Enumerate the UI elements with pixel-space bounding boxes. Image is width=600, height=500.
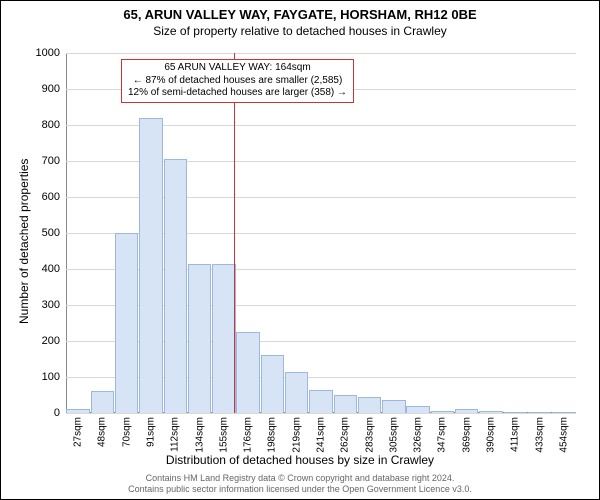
- xtick-label: 48sqm: [97, 413, 108, 447]
- xtick-label: 91sqm: [146, 413, 157, 447]
- xtick-label: 369sqm: [461, 413, 472, 453]
- annotation-line: 12% of semi-detached houses are larger (…: [128, 87, 347, 100]
- xtick-label: 347sqm: [437, 413, 448, 453]
- xtick-label: 27sqm: [73, 413, 84, 447]
- footer-line-1: Contains HM Land Registry data © Crown c…: [1, 473, 599, 484]
- bar: [285, 372, 308, 413]
- xtick-label: 112sqm: [170, 413, 181, 452]
- bar: [406, 406, 429, 413]
- xtick-label: 454sqm: [558, 413, 569, 453]
- xtick-label: 70sqm: [121, 413, 132, 447]
- bar: [164, 159, 187, 413]
- bar: [309, 390, 332, 413]
- footer-line-2: Contains public sector information licen…: [1, 484, 599, 495]
- title-main: 65, ARUN VALLEY WAY, FAYGATE, HORSHAM, R…: [1, 7, 599, 22]
- xtick-label: 390sqm: [486, 413, 497, 453]
- ytick-label: 200: [42, 335, 66, 347]
- bar: [358, 397, 381, 413]
- xtick-label: 134sqm: [194, 413, 205, 453]
- bar: [236, 332, 259, 413]
- ytick-label: 600: [42, 191, 66, 203]
- xtick-label: 155sqm: [218, 413, 229, 453]
- xtick-label: 433sqm: [534, 413, 545, 453]
- bar: [334, 395, 357, 413]
- annotation-line: ← 87% of detached houses are smaller (2,…: [128, 75, 347, 88]
- x-axis-label: Distribution of detached houses by size …: [1, 453, 599, 467]
- annotation-box: 65 ARUN VALLEY WAY: 164sqm← 87% of detac…: [121, 59, 354, 103]
- bar: [91, 391, 114, 413]
- xtick-label: 176sqm: [243, 413, 254, 453]
- bar: [212, 264, 235, 413]
- annotation-line: 65 ARUN VALLEY WAY: 164sqm: [128, 62, 347, 75]
- bar: [115, 233, 138, 413]
- ytick-label: 700: [42, 155, 66, 167]
- ytick-label: 800: [42, 119, 66, 131]
- title-sub: Size of property relative to detached ho…: [1, 24, 599, 38]
- xtick-label: 241sqm: [316, 413, 327, 453]
- ytick-label: 500: [42, 227, 66, 239]
- y-axis-label: Number of detached properties: [17, 159, 31, 324]
- xtick-label: 283sqm: [364, 413, 375, 453]
- xtick-label: 219sqm: [291, 413, 302, 453]
- ytick-label: 0: [54, 407, 66, 419]
- ytick-label: 1000: [36, 47, 66, 59]
- bar: [139, 118, 162, 413]
- xtick-label: 326sqm: [413, 413, 424, 453]
- xtick-label: 198sqm: [267, 413, 278, 453]
- bar: [261, 355, 284, 413]
- ytick-label: 400: [42, 263, 66, 275]
- footer: Contains HM Land Registry data © Crown c…: [1, 473, 599, 495]
- ytick-label: 300: [42, 299, 66, 311]
- chart-frame: 65, ARUN VALLEY WAY, FAYGATE, HORSHAM, R…: [0, 0, 600, 500]
- bar: [382, 400, 405, 413]
- xtick-label: 305sqm: [388, 413, 399, 453]
- bar: [188, 264, 211, 413]
- plot-area: 0100200300400500600700800900100027sqm48s…: [66, 53, 576, 413]
- xtick-label: 262sqm: [340, 413, 351, 453]
- gridline: [66, 53, 576, 54]
- xtick-label: 411sqm: [510, 413, 521, 452]
- ytick-label: 900: [42, 83, 66, 95]
- reference-line: [234, 53, 235, 413]
- ytick-label: 100: [42, 371, 66, 383]
